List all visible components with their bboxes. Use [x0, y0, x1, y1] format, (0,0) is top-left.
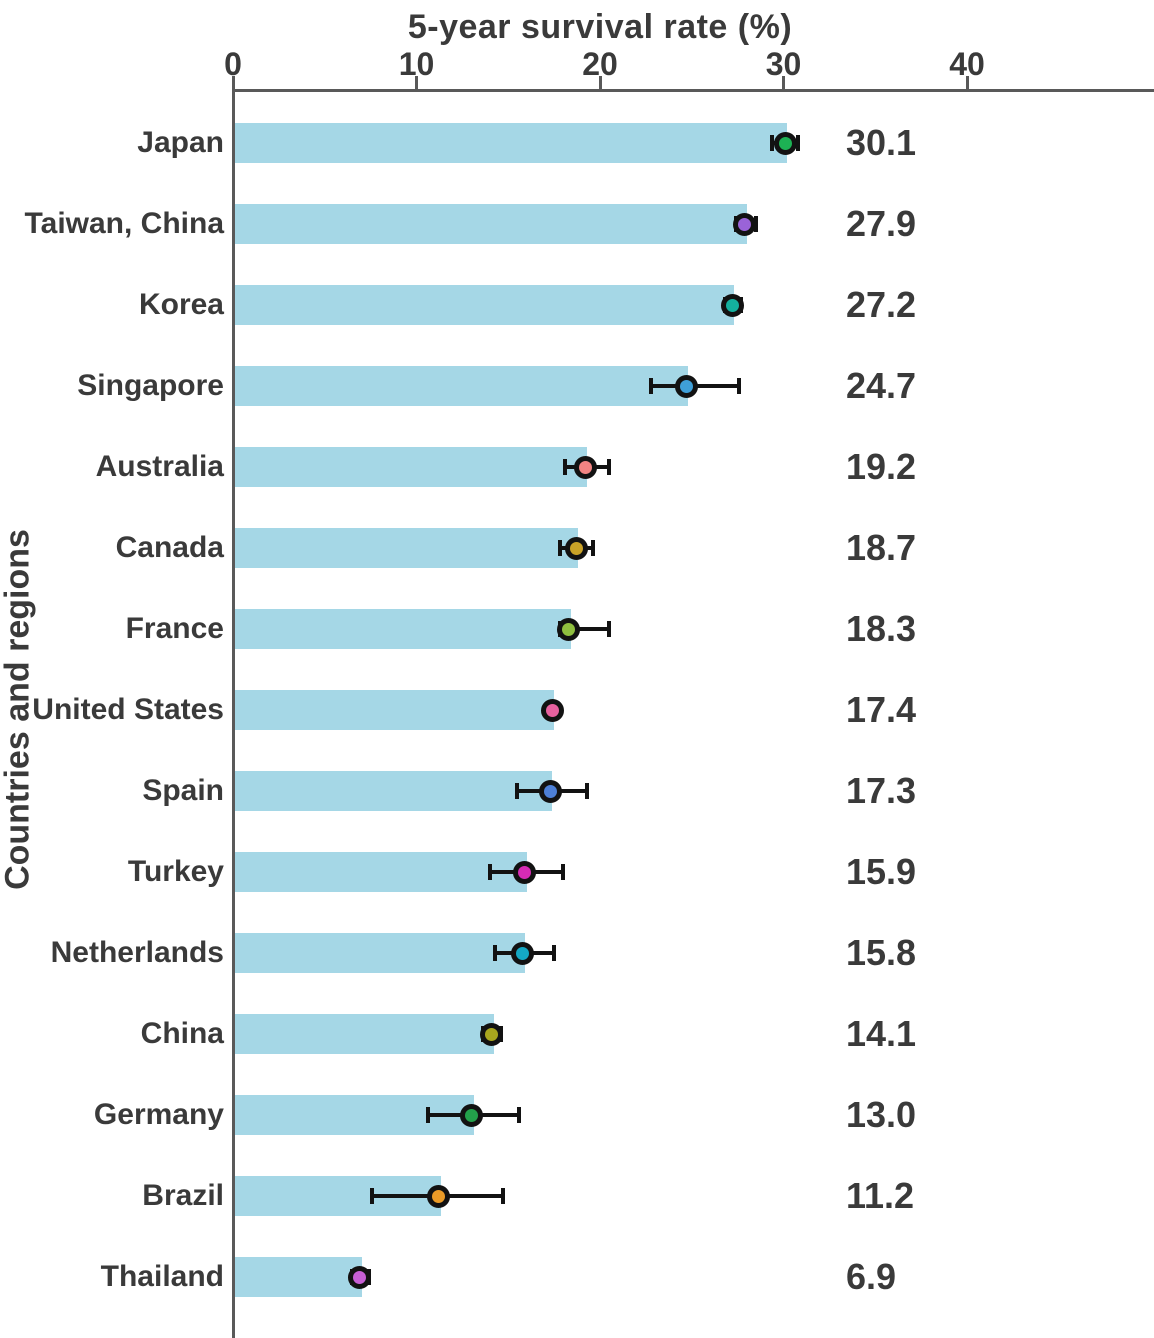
bar: [235, 933, 525, 973]
error-bar-cap: [493, 945, 498, 961]
marker-dot: [460, 1103, 484, 1127]
marker-dot: [573, 455, 597, 479]
value-label: 15.8: [846, 932, 917, 973]
marker-dot: [564, 536, 588, 560]
value-label: 18.3: [846, 608, 917, 649]
category-label: Taiwan, China: [24, 207, 224, 240]
x-axis-line: [233, 89, 1154, 92]
marker-dot: [511, 941, 535, 965]
bar: [235, 285, 735, 325]
y-axis-line: [232, 89, 235, 1338]
bar: [235, 609, 571, 649]
error-bar-cap: [770, 135, 775, 151]
bar: [235, 852, 527, 892]
bar: [235, 204, 747, 244]
category-label: France: [125, 612, 224, 645]
value-label: 14.1: [846, 1013, 917, 1054]
value-label: 11.2: [846, 1175, 915, 1216]
error-bar-cap: [737, 378, 742, 394]
error-bar-cap: [561, 864, 566, 880]
bar: [235, 1014, 494, 1054]
bar: [235, 447, 588, 487]
x-tick-mark: [782, 76, 785, 89]
category-label: Germany: [93, 1098, 224, 1131]
error-bar-cap: [585, 783, 590, 799]
x-tick-mark: [598, 76, 602, 89]
category-label: Canada: [115, 531, 224, 564]
category-label: Japan: [137, 126, 224, 159]
x-tick-mark: [231, 76, 235, 89]
x-tick-mark: [965, 76, 969, 89]
category-label: Turkey: [127, 855, 224, 888]
marker-dot: [540, 698, 564, 722]
bar: [235, 1257, 362, 1297]
value-label: 15.9: [846, 851, 917, 892]
marker-dot: [348, 1265, 372, 1289]
category-label: Thailand: [100, 1260, 224, 1293]
value-label: 17.3: [846, 770, 917, 811]
error-bar-cap: [607, 459, 612, 475]
chart-title: 5-year survival rate (%): [407, 8, 793, 46]
x-tick-label: 20: [582, 46, 618, 82]
error-bar-cap: [515, 783, 520, 799]
value-label: 13.0: [846, 1094, 917, 1135]
x-tick-label: 30: [765, 46, 802, 82]
value-label: 18.7: [846, 527, 917, 568]
category-label: Brazil: [142, 1179, 224, 1212]
marker-dot: [538, 779, 562, 803]
value-label: 17.4: [846, 689, 917, 730]
error-bar-cap: [500, 1188, 505, 1204]
category-label: Singapore: [77, 369, 224, 402]
bar: [235, 366, 689, 406]
value-label: 27.9: [846, 203, 917, 244]
error-bar-cap: [425, 1107, 430, 1123]
error-bar-cap: [552, 945, 557, 961]
value-label: 24.7: [846, 365, 917, 406]
x-tick-label: 40: [949, 46, 985, 82]
value-label: 19.2: [846, 446, 917, 487]
category-label: Australia: [95, 450, 224, 483]
error-bar-cap: [590, 540, 595, 556]
error-bar-cap: [517, 1107, 522, 1123]
category-label: United States: [32, 693, 224, 726]
marker-dot: [733, 212, 757, 236]
error-bar-cap: [487, 864, 492, 880]
marker-dot: [557, 617, 581, 641]
bar: [235, 528, 579, 568]
bar: [235, 123, 788, 163]
x-tick-label: 0: [224, 46, 242, 82]
marker-dot: [773, 131, 797, 155]
marker-dot: [480, 1022, 504, 1046]
error-bar-cap: [563, 459, 568, 475]
bar: [235, 690, 555, 730]
error-bar-cap: [607, 621, 612, 637]
error-bar-line: [559, 627, 610, 631]
category-label: Spain: [142, 774, 224, 807]
error-bar-cap: [796, 135, 801, 151]
marker-dot: [427, 1184, 451, 1208]
error-bar-cap: [557, 540, 562, 556]
category-label: Netherlands: [50, 936, 224, 969]
category-label: China: [140, 1017, 224, 1050]
value-label: 6.9: [846, 1256, 897, 1297]
error-bar-cap: [649, 378, 654, 394]
x-tick-mark: [415, 76, 418, 89]
bar: [235, 771, 553, 811]
category-label: Korea: [138, 288, 224, 321]
x-tick-label: 10: [398, 46, 435, 82]
value-label: 27.2: [846, 284, 917, 325]
marker-dot: [720, 293, 744, 317]
value-label: 30.1: [846, 122, 917, 163]
marker-dot: [513, 860, 537, 884]
marker-dot: [674, 374, 698, 398]
error-bar-cap: [370, 1188, 375, 1204]
